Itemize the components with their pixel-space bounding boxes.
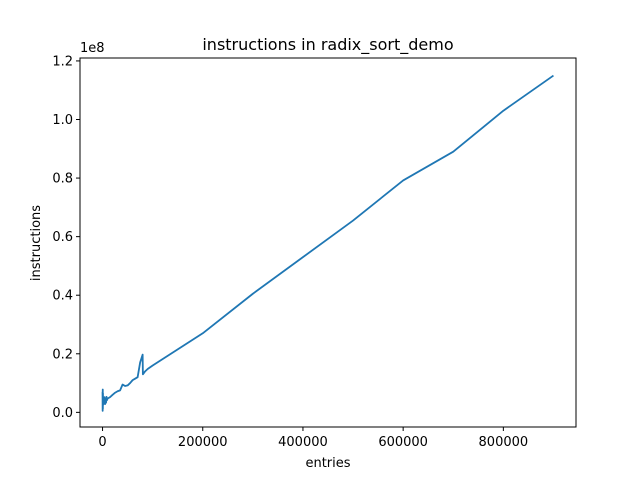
x-tick-label: 200000 (178, 435, 228, 450)
chart-title: instructions in radix_sort_demo (202, 35, 453, 55)
series-line-0 (101, 74, 554, 412)
x-tick-label: 600000 (378, 435, 428, 450)
y-tick-label: 1.2 (52, 54, 73, 69)
y-tick-label: 0.0 (52, 406, 73, 421)
x-tick-label: 0 (98, 435, 106, 450)
x-axis: 0 200000 400000 600000 800000 (98, 427, 528, 450)
y-axis: 0.0 0.2 0.4 0.6 0.8 1.0 1.2 (52, 54, 80, 421)
y-tick-label: 0.8 (52, 172, 73, 187)
y-tick-label: 0.4 (52, 289, 73, 304)
y-tick-label: 0.6 (52, 230, 73, 245)
x-axis-label: entries (305, 456, 350, 471)
y-offset-label: 1e8 (80, 41, 105, 56)
y-tick-label: 0.2 (52, 347, 73, 362)
plot-frame (79, 57, 577, 428)
y-tick-label: 1.0 (52, 113, 73, 128)
plot-content (101, 74, 554, 412)
y-axis-label: instructions (29, 205, 44, 281)
x-tick-label: 800000 (479, 435, 529, 450)
x-tick-label: 400000 (278, 435, 328, 450)
